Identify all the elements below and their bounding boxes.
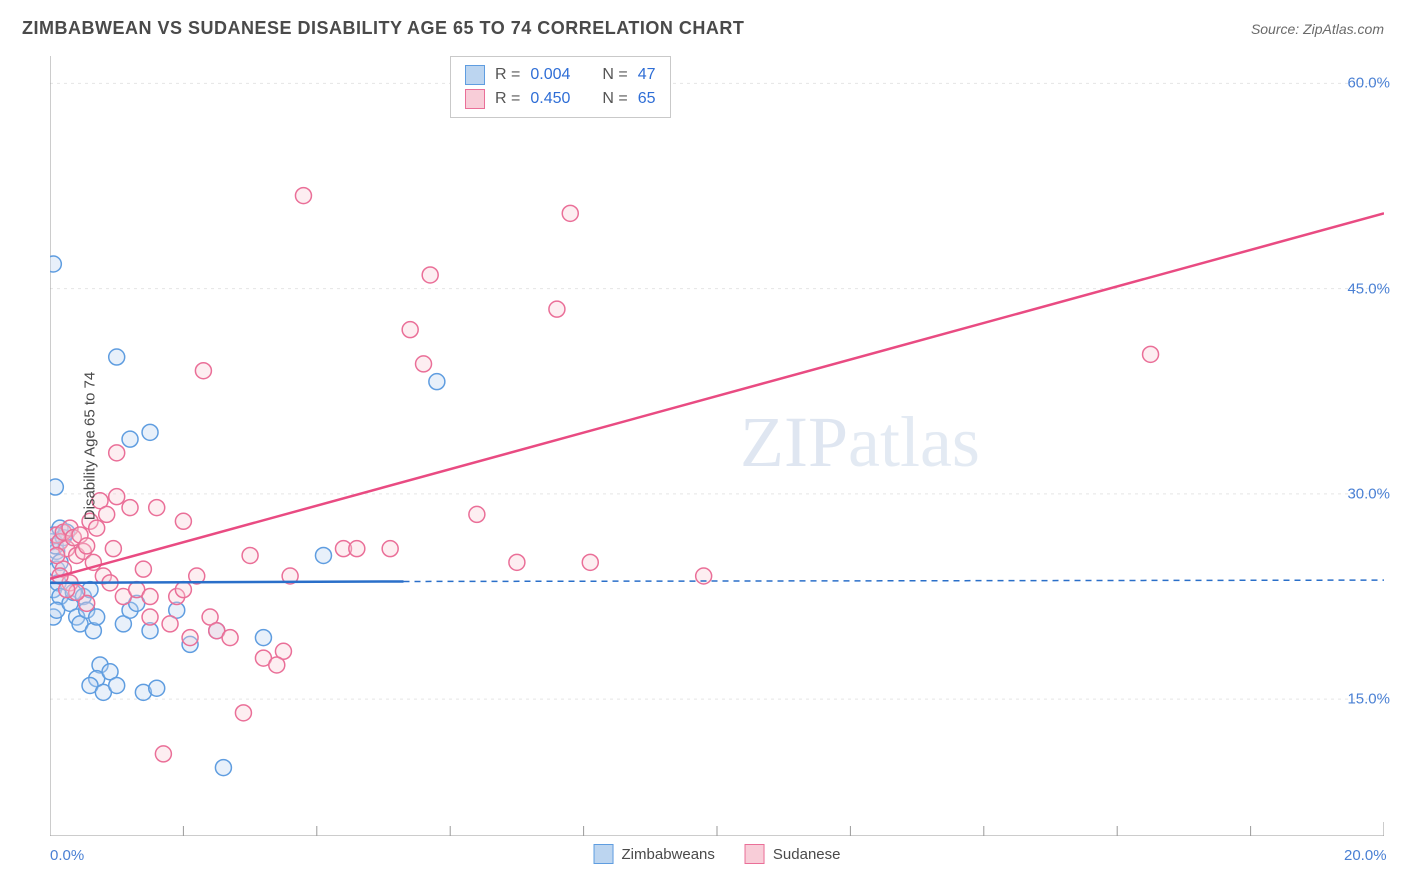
source-name: ZipAtlas.com bbox=[1303, 21, 1384, 37]
stats-row-zimbabweans: R = 0.004 N = 47 bbox=[465, 63, 656, 87]
r-value-0: 0.004 bbox=[530, 66, 570, 84]
chart-area: Disability Age 65 to 74 15.0%30.0%45.0%6… bbox=[50, 56, 1384, 836]
x-tick-label: 20.0% bbox=[1344, 847, 1387, 864]
n-value-0: 47 bbox=[638, 66, 656, 84]
legend-swatch-sudanese bbox=[745, 844, 765, 864]
correlation-stats-box: R = 0.004 N = 47 R = 0.450 N = 65 bbox=[450, 56, 671, 118]
y-axis-label: Disability Age 65 to 74 bbox=[82, 372, 99, 520]
swatch-sudanese bbox=[465, 89, 485, 109]
legend-swatch-zimbabweans bbox=[594, 844, 614, 864]
stats-row-sudanese: R = 0.450 N = 65 bbox=[465, 87, 656, 111]
y-tick-label: 30.0% bbox=[1347, 485, 1390, 502]
legend-item-zimbabweans: Zimbabweans bbox=[594, 844, 715, 864]
series-legend: Zimbabweans Sudanese bbox=[594, 844, 841, 864]
title-bar: ZIMBABWEAN VS SUDANESE DISABILITY AGE 65… bbox=[22, 18, 1384, 39]
legend-label-0: Zimbabweans bbox=[622, 846, 715, 863]
r-value-1: 0.450 bbox=[530, 90, 570, 108]
n-value-1: 65 bbox=[638, 90, 656, 108]
chart-title: ZIMBABWEAN VS SUDANESE DISABILITY AGE 65… bbox=[22, 18, 744, 39]
source-label: Source: ZipAtlas.com bbox=[1251, 21, 1384, 37]
y-tick-label: 45.0% bbox=[1347, 280, 1390, 297]
swatch-zimbabweans bbox=[465, 65, 485, 85]
scatter-chart bbox=[50, 56, 1384, 836]
y-tick-label: 15.0% bbox=[1347, 691, 1390, 708]
y-tick-label: 60.0% bbox=[1347, 75, 1390, 92]
legend-item-sudanese: Sudanese bbox=[745, 844, 841, 864]
legend-label-1: Sudanese bbox=[773, 846, 841, 863]
x-tick-label: 0.0% bbox=[50, 847, 84, 864]
